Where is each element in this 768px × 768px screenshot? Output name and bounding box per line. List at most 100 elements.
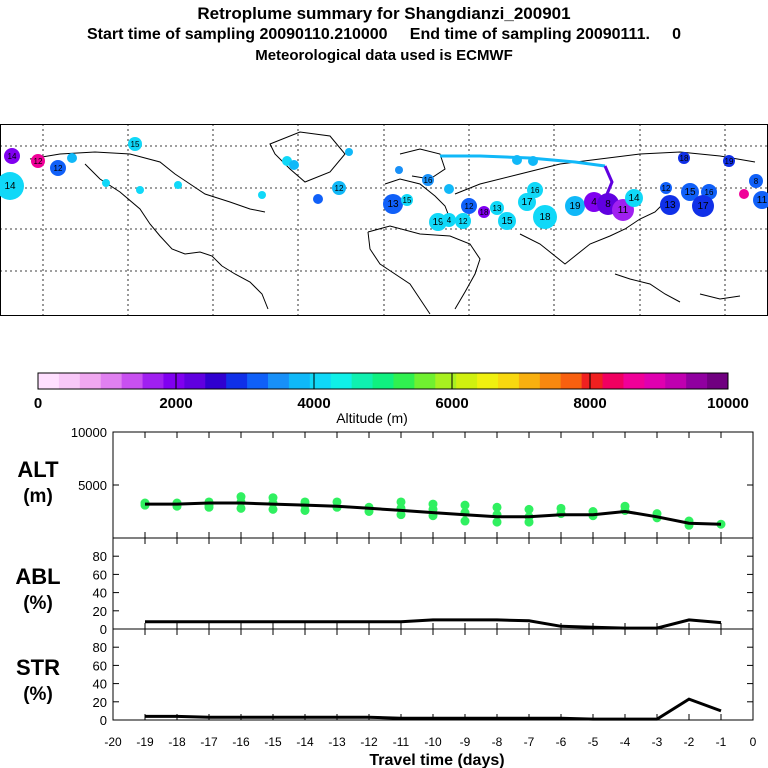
- plume-marker-label: 14: [8, 152, 17, 161]
- series-line-str: [145, 697, 722, 721]
- plume-marker-label: 16: [705, 188, 714, 197]
- plume-marker: [681, 183, 699, 201]
- colorbar-cell: [184, 373, 206, 389]
- plume-marker: [660, 195, 680, 215]
- plume-marker-label: 8: [754, 177, 759, 186]
- colorbar-label: Altitude (m): [336, 410, 408, 426]
- x-tick-label: 0: [750, 735, 757, 749]
- y-tick-label: 60: [93, 567, 107, 582]
- plume-marker-label: 12: [465, 202, 474, 211]
- colorbar-cell: [435, 373, 457, 389]
- plume-marker: [401, 194, 413, 206]
- plume-marker: [753, 191, 768, 209]
- alt-scatter-point: [300, 505, 310, 515]
- met-data-subtitle: Meteorological data used is ECMWF: [255, 47, 513, 64]
- colorbar-cell: [309, 373, 332, 389]
- x-tick-label: -6: [556, 735, 567, 749]
- plume-marker-label: 17: [697, 201, 709, 212]
- colorbar-cell: [142, 373, 164, 389]
- alt-scatter-point: [268, 504, 278, 514]
- plume-marker: [528, 156, 538, 166]
- plume-marker-label: 15: [501, 216, 513, 227]
- y-tick-label: 0: [100, 713, 107, 728]
- plume-marker-label: 11: [757, 195, 768, 206]
- plume-marker-label: 15: [684, 187, 696, 198]
- colorbar-tick-label: 8000: [573, 395, 606, 412]
- colorbar-cell: [268, 373, 290, 389]
- plume-marker-label: 12: [459, 217, 468, 226]
- y-tick-label: 80: [93, 549, 107, 564]
- x-tick-label: -13: [328, 735, 346, 749]
- alt-scatter-point: [716, 519, 726, 529]
- panel-frame-str: [112, 628, 754, 721]
- plume-marker-label: 13: [493, 204, 502, 213]
- x-tick-label: -9: [460, 735, 471, 749]
- panel-label-abl: ABL: [15, 564, 60, 589]
- x-axis-label: Travel time (days): [369, 752, 504, 768]
- x-tick-label: -11: [393, 735, 410, 749]
- colorbar-cell: [226, 373, 248, 389]
- colorbar-cell: [247, 373, 269, 389]
- x-tick-label: -10: [424, 735, 442, 749]
- plume-marker-label: 16: [424, 176, 433, 185]
- alt-scatter-point: [460, 516, 470, 526]
- colorbar-cell: [498, 373, 520, 389]
- colorbar-cell: [477, 373, 499, 389]
- plume-marker-label: 13: [664, 200, 676, 211]
- colorbar-cell: [351, 373, 374, 389]
- plume-marker: [289, 160, 299, 170]
- colorbar-tick-label: 4000: [297, 395, 330, 412]
- plume-marker: [498, 212, 516, 230]
- panel-unit-alt: (m): [23, 486, 53, 507]
- x-tick-label: -14: [296, 735, 314, 749]
- sampling-time-subtitle: Start time of sampling 20090110.210000 E…: [86, 26, 682, 43]
- plume-marker: [102, 179, 110, 187]
- x-tick-label: -8: [492, 735, 503, 749]
- colorbar-tick-label: 6000: [435, 395, 468, 412]
- alt-scatter-point: [524, 517, 534, 527]
- plume-marker: [749, 174, 763, 188]
- coastlines: [29, 131, 756, 315]
- plume-marker-label: 16: [531, 186, 540, 195]
- colorbar-cell: [121, 373, 144, 389]
- x-tick-label: -15: [264, 735, 282, 749]
- plume-marker: [660, 182, 672, 194]
- x-tick-label: -19: [136, 735, 154, 749]
- alt-scatter-point: [492, 517, 502, 527]
- series-line-abl: [145, 618, 722, 630]
- plume-marker: [739, 189, 749, 199]
- plume-marker-label: 19: [725, 157, 734, 166]
- alt-scatter-point: [396, 510, 406, 520]
- y-tick-label: 20: [93, 695, 107, 710]
- colorbar-tick-label: 10000: [707, 395, 749, 412]
- plume-marker-label: 15: [403, 196, 412, 205]
- colorbar-cell: [38, 373, 60, 389]
- y-tick-label: 20: [93, 604, 107, 619]
- plume-marker-label: 11: [618, 205, 629, 216]
- colorbar-cell: [100, 373, 123, 389]
- x-tick-label: -1: [716, 735, 727, 749]
- x-tick-label: -4: [620, 735, 631, 749]
- altitude-colorbar: 0 2000 4000 6000 8000 10000 Altitude (m): [34, 372, 749, 426]
- colorbar-cell: [205, 373, 227, 389]
- plume-marker: [258, 191, 266, 199]
- panel-label-alt: ALT: [17, 457, 59, 482]
- y-tick-label: 40: [93, 586, 107, 601]
- alt-scatter-point: [204, 502, 214, 512]
- colorbar-cell: [602, 373, 624, 389]
- plume-marker-label: 13: [387, 199, 399, 210]
- y-tick-label: 10000: [71, 425, 107, 440]
- panel-label-str: STR: [16, 655, 60, 680]
- plume-marker: [67, 153, 77, 163]
- x-tick-label: -12: [360, 735, 378, 749]
- x-tick-label: -2: [684, 735, 695, 749]
- plume-marker: [565, 196, 585, 216]
- time-series-panels: 5000 10000 ALT (m) 0 20 40 60 80 ABL (%) 0 20 40 60 80 S…: [15, 425, 757, 768]
- plume-marker: [31, 154, 45, 168]
- plume-marker-label: 12: [54, 164, 63, 173]
- x-tick-label: -17: [200, 735, 218, 749]
- panel-unit-str: (%): [23, 684, 53, 705]
- colorbar-cell: [163, 373, 185, 389]
